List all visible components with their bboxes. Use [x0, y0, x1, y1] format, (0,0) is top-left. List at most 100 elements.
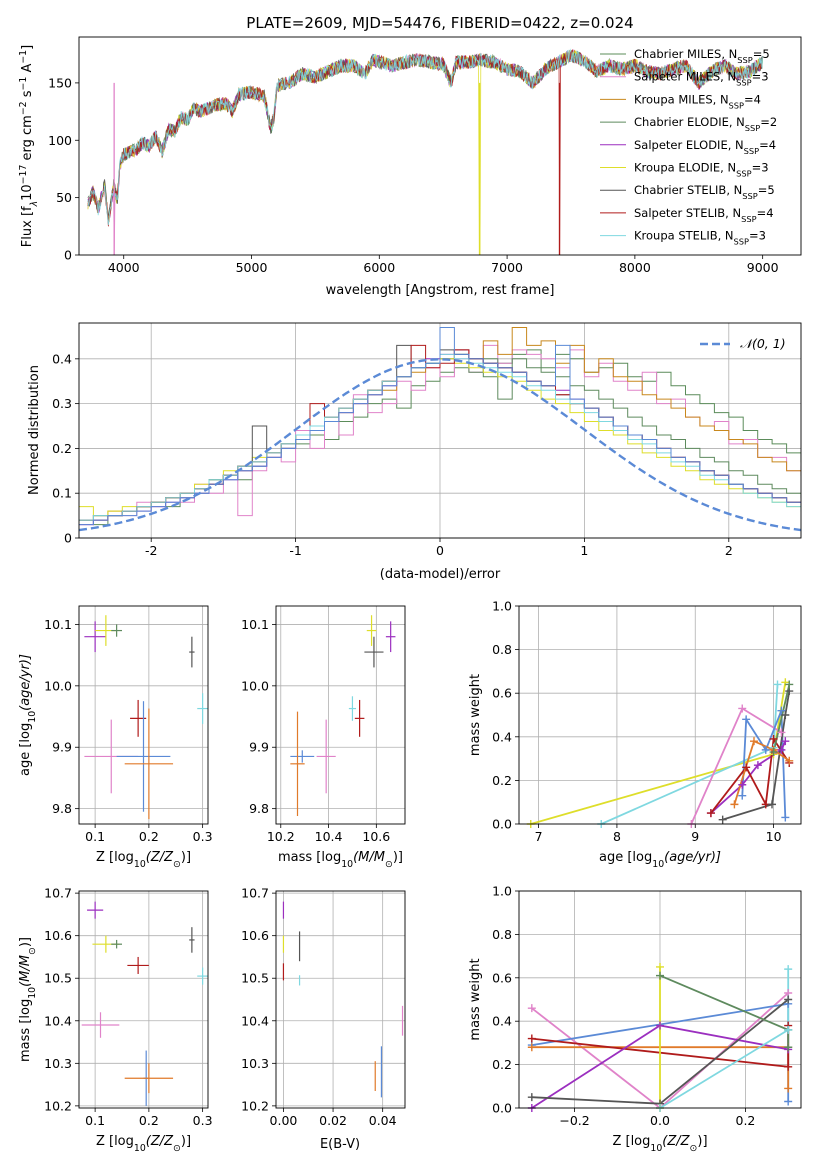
y-tick-label: 0.0 — [492, 817, 512, 832]
x-tick-label: 0.2 — [139, 1113, 159, 1128]
y-axis-label-part: 10 — [20, 184, 35, 201]
y-tick-label: 10.7 — [44, 886, 72, 901]
plot-area — [79, 327, 801, 532]
y-tick-label: 10.2 — [241, 1098, 269, 1113]
panel-age-vs-mass: 10.2 10.4 10.6 9.8 9.9 10.0 10.1 mass [log10(M/… — [241, 605, 406, 870]
weight-marker — [785, 756, 794, 765]
x-tick-label: −0.2 — [559, 1113, 589, 1128]
y-tick-label: 9.8 — [249, 801, 269, 816]
weight-marker — [738, 791, 747, 800]
y-tick-label: 10.5 — [44, 971, 72, 986]
axes-frame — [275, 605, 406, 825]
histogram-series — [79, 353, 801, 521]
weight-marker — [777, 728, 786, 737]
x-tick-label: 4000 — [108, 260, 140, 275]
y-axis-label-part: )] — [18, 937, 33, 947]
x-tick-label: 10.6 — [362, 829, 390, 844]
y-tick-label: 0.2 — [52, 441, 72, 456]
x-axis-label-part: ⊙ — [690, 1143, 698, 1154]
weight-line — [733, 739, 790, 805]
x-axis-label-part: (M/M — [353, 850, 385, 865]
gaussian-curve — [79, 358, 801, 532]
legend-entry-part: =5 — [753, 47, 770, 61]
y-tick-label: 10.5 — [241, 971, 269, 986]
x-tick-label: 10 — [766, 829, 782, 844]
panel-massweight-vs-Z: −0.2 0.0 0.2 0.0 0.2 0.4 0.6 0.8 1.0 Z [log10(Z/Z… — [468, 884, 802, 1154]
x-tick-label: 9000 — [747, 260, 779, 275]
x-axis-label-part: 10 — [134, 859, 146, 870]
y-tick-label: 0.3 — [52, 396, 72, 411]
x-tick-label: -2 — [145, 543, 157, 558]
x-tick-label: 0.02 — [319, 1113, 347, 1128]
weight-marker — [773, 680, 782, 689]
y-tick-label: 0.2 — [492, 1057, 512, 1072]
weight-marker — [718, 815, 727, 824]
legend-entry-part: =4 — [744, 92, 761, 106]
histogram-series — [79, 344, 801, 521]
x-axis-label-part: )] — [181, 850, 191, 865]
legend-entry: Chabrier ELODIE, NSSP=2 — [634, 115, 777, 133]
x-tick-label: 9 — [691, 829, 699, 844]
x-tick-label: 0.2 — [736, 1113, 756, 1128]
x-axis-label-part: Z [log — [612, 1134, 650, 1149]
axes-frame — [78, 36, 802, 256]
plot-area — [282, 901, 404, 1098]
legend-entry-part: =4 — [759, 138, 776, 152]
weight-marker — [527, 1093, 536, 1102]
x-tick-label: 8 — [613, 829, 621, 844]
y-tick-label: 10.1 — [44, 617, 72, 632]
x-tick-label: 0.1 — [85, 1113, 105, 1128]
x-axis-label-part: Z [log — [96, 1134, 134, 1149]
weight-line — [531, 992, 789, 1108]
x-tick-label: 0.04 — [369, 1113, 397, 1128]
axes-frame — [518, 890, 802, 1109]
y-tick-label: 1.0 — [492, 884, 512, 899]
y-axis-label: age [log10(age/yr)] — [18, 654, 38, 776]
x-axis-label-part: )] — [181, 1134, 191, 1149]
weight-marker — [656, 1021, 664, 1030]
y-axis-label-part: −1 — [18, 50, 29, 64]
x-axis-label-part: 10 — [650, 1143, 662, 1154]
x-tick-label: 6000 — [363, 260, 395, 275]
plot-area — [530, 682, 791, 824]
axes-frame — [78, 605, 209, 825]
x-axis-label-part: ⊙ — [173, 859, 181, 870]
y-tick-label: 0 — [64, 531, 72, 546]
y-axis-label: mass weight — [468, 958, 483, 1040]
x-axis-label: Z [log10(Z/Z⊙)] — [96, 1134, 191, 1154]
y-axis-label-part: mass [log — [18, 999, 33, 1062]
x-axis-label-part: (Z/Z — [146, 1134, 174, 1149]
y-axis-label-part: (age/yr)] — [18, 654, 33, 711]
y-axis-label-part: A — [20, 64, 35, 77]
y-tick-label: 10.4 — [44, 1013, 72, 1028]
x-tick-label: 5000 — [236, 260, 268, 275]
weight-marker — [742, 715, 751, 724]
weight-marker — [730, 800, 739, 809]
x-axis-label-part: Z [log — [96, 850, 134, 865]
plot-area — [531, 967, 790, 1108]
weight-marker — [769, 734, 778, 743]
x-axis-label-part: )] — [393, 850, 403, 865]
y-axis-label-part: erg cm — [20, 115, 35, 164]
y-tick-label: 0.4 — [492, 1014, 512, 1029]
y-tick-label: 0.0 — [492, 1101, 512, 1116]
legend-entry-part: Kroupa STELIB, N — [634, 229, 734, 243]
histogram-series — [79, 358, 801, 517]
panel-mass-vs-ebv: 0.00 0.02 0.04 10.2 10.3 10.4 10.5 10.6 10.7 E(B-… — [241, 886, 406, 1152]
weight-line — [772, 684, 791, 753]
y-tick-label: 0 — [64, 248, 72, 263]
x-axis-label-part: 10 — [341, 859, 353, 870]
x-axis-label: E(B-V) — [320, 1137, 360, 1152]
x-axis-label: age [log10(age/yr)] — [599, 850, 721, 870]
panel-spectrum: 4000 5000 6000 7000 8000 9000 0 50 100 150 wavelen… — [18, 36, 802, 298]
x-tick-label: 0.3 — [193, 1113, 213, 1128]
y-axis-label: mass [log10(M/M⊙)] — [18, 937, 38, 1062]
x-axis-label: Z [log10(Z/Z⊙)] — [96, 850, 191, 870]
y-axis-label-part: ⊙ — [27, 947, 38, 955]
weight-marker — [784, 1097, 793, 1106]
y-tick-label: 10.6 — [44, 928, 72, 943]
legend-entry-part: Kroupa MILES, N — [634, 92, 729, 106]
y-axis-label: Flux [fλ10−17 erg cm−2 s−1 A−1] — [18, 45, 40, 247]
x-axis-label: wavelength [Angstrom, rest frame] — [326, 283, 555, 298]
x-tick-label: 0 — [436, 543, 444, 558]
